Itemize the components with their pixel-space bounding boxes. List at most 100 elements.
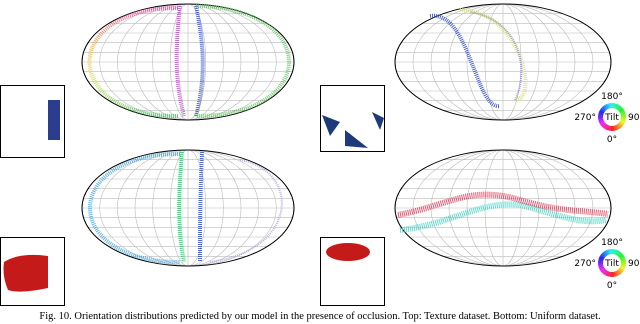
wheel-segment: [620, 114, 626, 117]
wheel-segment: [613, 125, 617, 131]
wheel-segment: [618, 267, 625, 272]
wheel-segment: [620, 112, 626, 116]
wheel-segment: [598, 114, 604, 118]
wheel-label: 90: [628, 113, 640, 123]
wheel-segment: [598, 258, 604, 262]
wheel-segment: [617, 106, 623, 112]
wheel-segment: [604, 103, 609, 110]
outline: [394, 149, 612, 267]
wheel-segment: [612, 125, 615, 131]
inset-object: [322, 115, 340, 136]
wheel-segment: [609, 249, 612, 255]
wheel-segment: [605, 124, 609, 131]
distribution: [87, 6, 179, 118]
wheel-segment: [598, 117, 604, 120]
wheel-segment: [599, 121, 606, 127]
wheel-label: 270°: [574, 113, 596, 123]
wheel-segment: [603, 269, 608, 276]
wheel-label: 180°: [601, 238, 623, 248]
wheel-segment: [620, 258, 626, 262]
wheel-label: Tilt: [604, 113, 619, 123]
projection: [394, 149, 612, 267]
wheel-segment: [601, 122, 607, 128]
distribution: [209, 159, 283, 263]
distribution: [195, 4, 291, 118]
wheel-segment: [616, 123, 622, 130]
wheel-segment: [620, 264, 626, 268]
tilt-wheel: 180° 270° Tilt 90 0°: [574, 238, 639, 291]
tilt-wheel: 180° 270° Tilt 90 0°: [574, 92, 639, 145]
wheel-segment: [599, 254, 606, 259]
wheel-segment: [609, 103, 612, 109]
wheel-segment: [620, 116, 626, 120]
wheel-segment: [617, 252, 623, 258]
wheel-segment: [618, 253, 625, 259]
wheel-segment: [599, 108, 606, 113]
wheel-segment: [616, 104, 621, 111]
wheel-segment: [615, 249, 619, 256]
distribution: [174, 5, 186, 117]
distribution: [177, 151, 186, 263]
projection: [394, 3, 612, 121]
wheel-segment: [607, 125, 611, 131]
inset-object: [372, 112, 384, 130]
wheel-segment: [620, 262, 626, 266]
wheel-segment: [601, 268, 607, 274]
wheel-segment: [604, 249, 609, 256]
wheel-segment: [602, 250, 608, 257]
wheel-segment: [618, 107, 625, 113]
wheel-segment: [601, 252, 607, 258]
wheel-segment: [619, 120, 626, 124]
wheel-segment: [598, 266, 605, 271]
wheel-segment: [598, 263, 604, 266]
wheel-segment: [602, 104, 608, 111]
wheel-segment: [619, 109, 626, 114]
distribution: [399, 201, 607, 233]
distribution: [194, 5, 205, 117]
wheel-segment: [609, 271, 613, 277]
wheel-segment: [598, 256, 605, 260]
wheel-segment: [607, 103, 611, 109]
wheel-segment: [603, 123, 608, 130]
wheel-label: 0°: [607, 281, 617, 291]
wheel-segment: [619, 255, 626, 260]
wheel-segment: [598, 118, 604, 122]
inset-object: [3, 254, 48, 292]
wheel-segment: [607, 271, 611, 277]
wheel-segment: [620, 260, 626, 263]
wheel-label: 90: [628, 259, 640, 269]
wheel-segment: [611, 103, 615, 109]
distribution: [198, 151, 204, 263]
wheel-segment: [613, 249, 617, 255]
wheel-segment: [598, 120, 605, 125]
caption: Fig. 10. Orientation distributions predi…: [39, 311, 600, 322]
wheel-segment: [615, 103, 619, 110]
wheel-label: 0°: [607, 135, 617, 145]
wheel-segment: [618, 121, 625, 126]
wheel-segment: [617, 268, 623, 274]
wheel-segment: [599, 267, 606, 273]
wheel-segment: [619, 266, 626, 270]
wheel-segment: [598, 110, 605, 114]
wheel-segment: [598, 264, 604, 268]
wheel-segment: [612, 271, 615, 277]
outline: [81, 149, 295, 267]
wheel-segment: [620, 118, 626, 122]
wheel-segment: [607, 249, 611, 255]
wheel-segment: [615, 270, 620, 277]
wheel-segment: [601, 106, 607, 112]
wheel-segment: [616, 250, 621, 257]
wheel-segment: [611, 249, 615, 255]
distribution: [459, 8, 528, 102]
wheel-segment: [609, 125, 613, 131]
inset-object: [48, 100, 60, 140]
wheel-segment: [615, 124, 620, 131]
inset-object: [345, 130, 368, 148]
outline: [81, 3, 295, 121]
wheel-label: 270°: [574, 259, 596, 269]
wheel-label: Tilt: [604, 259, 619, 269]
projection: [81, 149, 295, 267]
distribution: [429, 13, 501, 108]
wheel-segment: [616, 269, 622, 276]
